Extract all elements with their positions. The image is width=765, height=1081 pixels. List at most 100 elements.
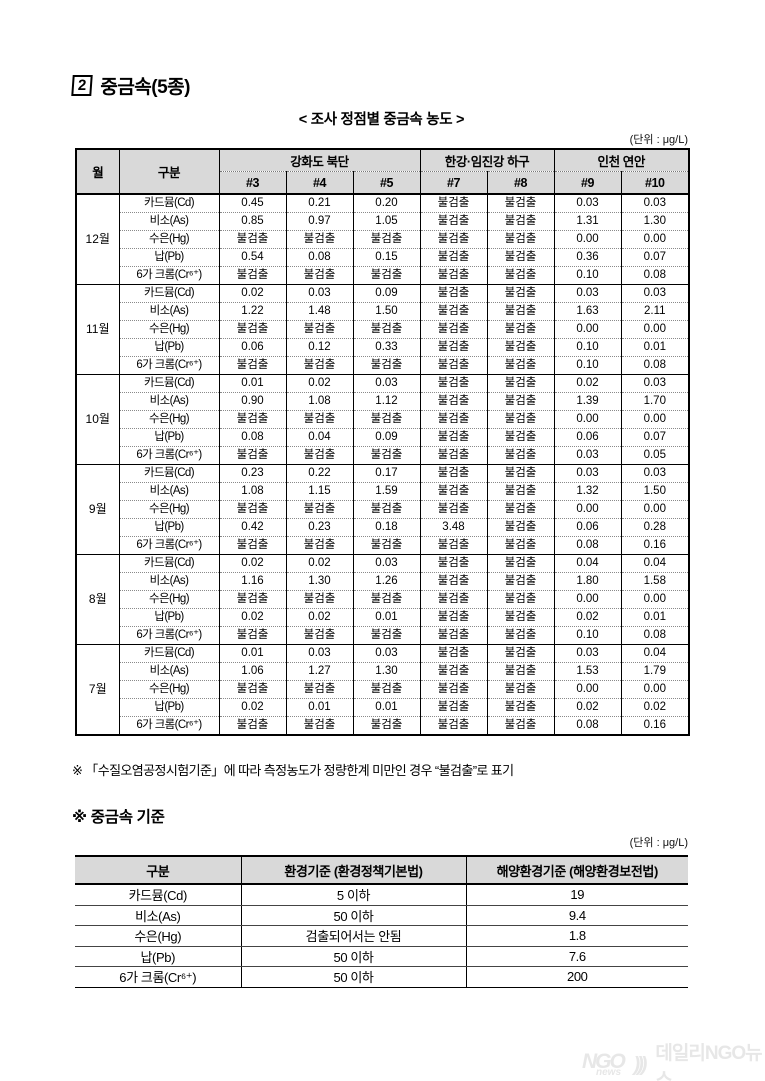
value-cell: 0.00 <box>620 230 690 249</box>
measurement-row: 비소(As) 0.85 0.97 1.05 불검출 불검출 1.31 1.30 <box>76 212 690 231</box>
marine-standard-value: 19 <box>465 884 688 906</box>
value-cell: 0.03 <box>352 644 420 663</box>
value-cell: 불검출 <box>285 266 353 285</box>
metal-label: 납(Pb) <box>118 248 219 267</box>
month-label: 9월 <box>75 464 119 555</box>
col-header-station-3: #3 <box>218 171 286 195</box>
value-cell: 0.08 <box>285 248 353 267</box>
value-cell: 불검출 <box>486 716 555 735</box>
value-cell: 1.79 <box>620 662 690 681</box>
metal-label: 카드뮴(Cd) <box>118 464 219 483</box>
value-cell: 불검출 <box>486 428 555 447</box>
measurement-row: 6가 크롬(Cr⁶⁺) 불검출 불검출 불검출 불검출 불검출 0.03 0.05 <box>76 446 690 465</box>
value-cell: 1.70 <box>620 392 690 411</box>
value-cell: 0.03 <box>553 644 622 663</box>
value-cell: 0.00 <box>620 410 690 429</box>
metal-label: 납(Pb) <box>118 698 219 717</box>
standard-row: 비소(As) 50 이하 9.4 <box>75 905 688 926</box>
value-cell: 1.39 <box>553 392 622 411</box>
value-cell: 0.08 <box>620 266 690 285</box>
col-group-hangang-imjingang: 한강·임진강 하구 <box>419 149 555 172</box>
value-cell: 1.63 <box>553 302 622 321</box>
col-header-station-7: #7 <box>419 171 487 195</box>
value-cell: 불검출 <box>352 410 420 429</box>
value-cell: 불검출 <box>419 410 487 429</box>
value-cell: 불검출 <box>352 590 420 609</box>
value-cell: 불검출 <box>486 392 555 411</box>
measurement-row: 수은(Hg) 불검출 불검출 불검출 불검출 불검출 0.00 0.00 <box>76 590 690 609</box>
value-cell: 불검출 <box>486 500 555 519</box>
marine-standard-value: 200 <box>465 966 688 988</box>
value-cell: 1.30 <box>285 572 353 591</box>
value-cell: 1.15 <box>285 482 353 501</box>
value-cell: 0.03 <box>553 193 622 213</box>
metal-label: 비소(As) <box>118 482 219 501</box>
ngo-news-logo-icon: NGO news <box>582 1050 628 1080</box>
value-cell: 1.05 <box>352 212 420 231</box>
standard-metal-label: 카드뮴(Cd) <box>75 884 241 906</box>
standards-header-row: 구분 환경기준 (환경정책기본법) 해양환경기준 (해양환경보전법) <box>75 855 688 885</box>
metal-label: 카드뮴(Cd) <box>118 644 219 663</box>
value-cell: 불검출 <box>419 644 487 663</box>
environment-standard-value: 50 이하 <box>240 905 466 926</box>
value-cell: 0.09 <box>352 428 420 447</box>
value-cell: 불검출 <box>285 410 353 429</box>
value-cell: 0.08 <box>620 626 690 645</box>
metal-label: 수은(Hg) <box>118 320 219 339</box>
value-cell: 불검출 <box>419 392 487 411</box>
metal-label: 비소(As) <box>118 392 219 411</box>
value-cell: 불검출 <box>486 356 555 375</box>
value-cell: 0.04 <box>553 554 622 573</box>
metal-label: 비소(As) <box>118 662 219 681</box>
standard-metal-label: 수은(Hg) <box>75 925 241 947</box>
value-cell: 불검출 <box>419 248 487 267</box>
value-cell: 0.02 <box>285 374 353 393</box>
col-header-station-10: #10 <box>620 171 690 195</box>
value-cell: 0.06 <box>553 428 622 447</box>
value-cell: 1.27 <box>285 662 353 681</box>
value-cell: 불검출 <box>218 626 286 645</box>
value-cell: 불검출 <box>486 590 555 609</box>
col-header-station-4: #4 <box>285 171 353 195</box>
value-cell: 0.01 <box>218 644 286 663</box>
measurement-row: 수은(Hg) 불검출 불검출 불검출 불검출 불검출 0.00 0.00 <box>76 410 690 429</box>
value-cell: 불검출 <box>352 266 420 285</box>
value-cell: 불검출 <box>419 212 487 231</box>
metal-label: 카드뮴(Cd) <box>118 554 219 573</box>
header-row-stations: #3 #4 #5 #7 #8 #9 #10 <box>76 171 690 195</box>
value-cell: 0.12 <box>285 338 353 357</box>
value-cell: 불검출 <box>419 446 487 465</box>
value-cell: 0.01 <box>620 608 690 627</box>
value-cell: 불검출 <box>419 680 487 699</box>
metal-label: 6가 크롬(Cr⁶⁺) <box>118 626 219 645</box>
value-cell: 0.02 <box>553 698 622 717</box>
value-cell: 불검출 <box>486 212 555 231</box>
value-cell: 0.01 <box>218 374 286 393</box>
value-cell: 0.42 <box>218 518 286 537</box>
col-header-category: 구분 <box>118 149 219 195</box>
publisher-name: 데일리NGO뉴스 <box>655 1043 762 1081</box>
measurement-row: 수은(Hg) 불검출 불검출 불검출 불검출 불검출 0.00 0.00 <box>76 680 690 699</box>
value-cell: 불검출 <box>218 716 286 735</box>
value-cell: 0.08 <box>218 428 286 447</box>
value-cell: 0.04 <box>285 428 353 447</box>
value-cell: 불검출 <box>486 374 555 393</box>
col-header-station-5: #5 <box>352 171 420 195</box>
value-cell: 0.01 <box>620 338 690 357</box>
value-cell: 불검출 <box>218 446 286 465</box>
value-cell: 불검출 <box>285 446 353 465</box>
value-cell: 0.10 <box>553 338 622 357</box>
measurement-row: 납(Pb) 0.02 0.01 0.01 불검출 불검출 0.02 0.02 <box>76 698 690 717</box>
value-cell: 0.02 <box>285 608 353 627</box>
value-cell: 0.90 <box>218 392 286 411</box>
value-cell: 불검출 <box>285 320 353 339</box>
value-cell: 1.48 <box>285 302 353 321</box>
value-cell: 1.32 <box>553 482 622 501</box>
value-cell: 0.04 <box>620 554 690 573</box>
value-cell: 1.30 <box>620 212 690 231</box>
standard-row: 카드뮴(Cd) 5 이하 19 <box>75 884 688 906</box>
value-cell: 불검출 <box>419 338 487 357</box>
value-cell: 0.00 <box>553 680 622 699</box>
measurement-row: 비소(As) 1.08 1.15 1.59 불검출 불검출 1.32 1.50 <box>76 482 690 501</box>
